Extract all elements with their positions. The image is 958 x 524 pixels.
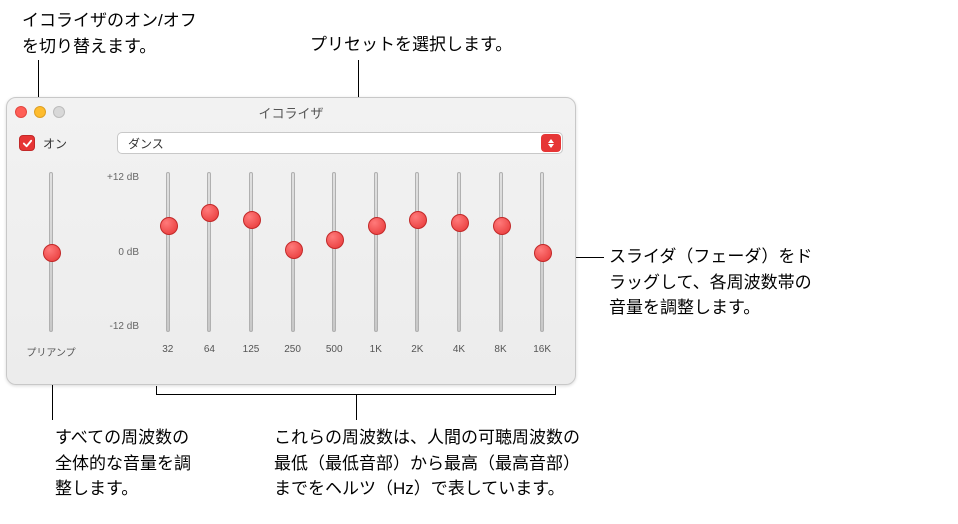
- band-knob-64[interactable]: [201, 204, 219, 222]
- band-250: 250: [273, 166, 313, 359]
- band-label-500: 500: [326, 344, 343, 355]
- band-16K: 16K: [522, 166, 562, 359]
- band-slider-1K[interactable]: [374, 172, 378, 332]
- band-label-16K: 16K: [533, 344, 551, 355]
- band-500: 500: [314, 166, 354, 359]
- callout-preamp: すべての周波数の 全体的な音量を調 整します。: [55, 425, 191, 502]
- select-stepper-icon: [541, 134, 561, 152]
- band-knob-16K[interactable]: [534, 244, 552, 262]
- db-min: -12 dB: [110, 321, 139, 332]
- equalizer-window: イコライザ オン ダンス プリアンプ +12 dB 0 dB -12 dB 32…: [6, 97, 576, 385]
- band-label-2K: 2K: [411, 344, 423, 355]
- band-slider-32[interactable]: [166, 172, 170, 332]
- preamp-knob[interactable]: [43, 244, 61, 262]
- preamp-slider[interactable]: [49, 172, 53, 332]
- band-label-1K: 1K: [370, 344, 382, 355]
- window-title: イコライザ: [7, 103, 575, 122]
- band-slider-64[interactable]: [207, 172, 211, 332]
- preamp-column: プリアンプ: [19, 166, 83, 359]
- band-4K: 4K: [439, 166, 479, 359]
- band-knob-125[interactable]: [243, 211, 261, 229]
- band-1K: 1K: [356, 166, 396, 359]
- on-label: オン: [43, 135, 67, 152]
- band-label-250: 250: [284, 344, 301, 355]
- band-knob-1K[interactable]: [368, 217, 386, 235]
- preset-value: ダンス: [128, 135, 164, 152]
- band-slider-4K[interactable]: [457, 172, 461, 332]
- band-knob-250[interactable]: [285, 241, 303, 259]
- band-2K: 2K: [397, 166, 437, 359]
- band-slider-8K[interactable]: [499, 172, 503, 332]
- band-knob-500[interactable]: [326, 231, 344, 249]
- traffic-lights: [15, 106, 65, 118]
- eq-bands: 32 64 125 250 500 1K 2K 4K 8K 16K: [147, 166, 563, 359]
- band-knob-8K[interactable]: [493, 217, 511, 235]
- band-knob-2K[interactable]: [409, 211, 427, 229]
- band-slider-500[interactable]: [332, 172, 336, 332]
- callout-slider: スライダ（フェーダ）をド ラッグして、各周波数帯の 音量を調整します。: [609, 244, 812, 321]
- zoom-button[interactable]: [53, 106, 65, 118]
- eq-on-checkbox[interactable]: [19, 135, 35, 151]
- callout-preset: プリセットを選択します。: [310, 32, 512, 58]
- band-label-64: 64: [204, 344, 215, 355]
- band-label-8K: 8K: [494, 344, 506, 355]
- minimize-button[interactable]: [34, 106, 46, 118]
- preamp-label: プリアンプ: [26, 344, 75, 359]
- preset-select[interactable]: ダンス: [117, 132, 563, 154]
- band-knob-32[interactable]: [160, 217, 178, 235]
- band-knob-4K[interactable]: [451, 214, 469, 232]
- band-label-125: 125: [243, 344, 260, 355]
- band-32: 32: [148, 166, 188, 359]
- band-125: 125: [231, 166, 271, 359]
- band-8K: 8K: [481, 166, 521, 359]
- band-slider-2K[interactable]: [415, 172, 419, 332]
- eq-area: プリアンプ +12 dB 0 dB -12 dB 32 64 125 250 500 1K…: [7, 158, 575, 371]
- db-max: +12 dB: [107, 172, 139, 183]
- close-button[interactable]: [15, 106, 27, 118]
- controls-row: オン ダンス: [7, 126, 575, 158]
- band-slider-250[interactable]: [291, 172, 295, 332]
- freq-bracket: [156, 394, 556, 395]
- band-label-32: 32: [162, 344, 173, 355]
- band-label-4K: 4K: [453, 344, 465, 355]
- db-mid: 0 dB: [118, 247, 139, 258]
- db-scale: +12 dB 0 dB -12 dB: [83, 166, 147, 338]
- band-64: 64: [189, 166, 229, 359]
- band-slider-16K[interactable]: [540, 172, 544, 332]
- callout-freq: これらの周波数は、人間の可聴周波数の 最低（最低音部）から最高（最高音部） まで…: [274, 425, 580, 502]
- callout-toggle: イコライザのオン/オフ を切り替えます。: [22, 8, 197, 59]
- band-slider-125[interactable]: [249, 172, 253, 332]
- titlebar[interactable]: イコライザ: [7, 98, 575, 126]
